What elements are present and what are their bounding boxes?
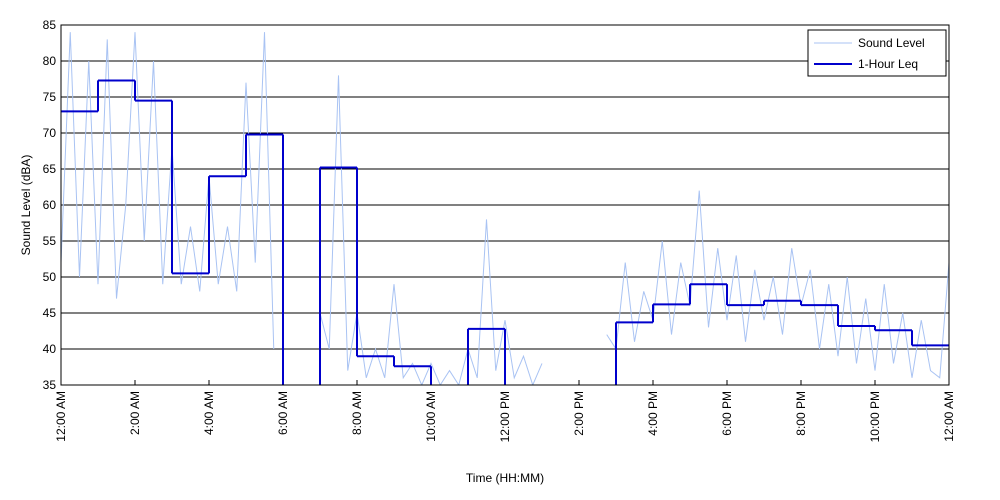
x-tick-label: 8:00 AM [350, 391, 364, 435]
y-tick-label: 80 [43, 54, 57, 68]
y-tick-label: 35 [43, 378, 57, 392]
x-tick-label: 10:00 AM [424, 391, 438, 442]
legend-label: 1-Hour Leq [858, 57, 918, 71]
y-tick-label: 70 [43, 126, 57, 140]
x-tick-label: 12:00 AM [942, 391, 956, 442]
plot [61, 32, 949, 385]
y-tick-label: 40 [43, 342, 57, 356]
y-tick-label: 60 [43, 198, 57, 212]
x-tick-label: 4:00 AM [202, 391, 216, 435]
x-tick-label: 2:00 PM [572, 391, 586, 436]
y-tick-label: 75 [43, 90, 57, 104]
plot-frame [60, 24, 950, 386]
y-axis-label: Sound Level (dBA) [19, 155, 33, 256]
x-tick-label: 12:00 PM [498, 391, 512, 442]
y-tick-label: 50 [43, 270, 57, 284]
x-tick-label: 2:00 AM [128, 391, 142, 435]
x-tick-label: 8:00 PM [794, 391, 808, 436]
x-tick-label: 6:00 PM [720, 391, 734, 436]
x-tick-label: 6:00 AM [276, 391, 290, 435]
legend [807, 29, 947, 77]
x-tick-label: 10:00 PM [868, 391, 882, 442]
x-tick-label: 4:00 PM [646, 391, 660, 436]
y-tick-label: 55 [43, 234, 57, 248]
y-tick-label: 85 [43, 18, 57, 32]
sound-level-line [606, 190, 949, 379]
sound-level-line [61, 32, 275, 350]
x-axis-label: Time (HH:MM) [466, 471, 544, 485]
y-tick-label: 45 [43, 306, 57, 320]
x-tick-label: 12:00 AM [54, 391, 68, 442]
legend-label: Sound Level [858, 36, 925, 50]
y-tick-label: 65 [43, 162, 57, 176]
